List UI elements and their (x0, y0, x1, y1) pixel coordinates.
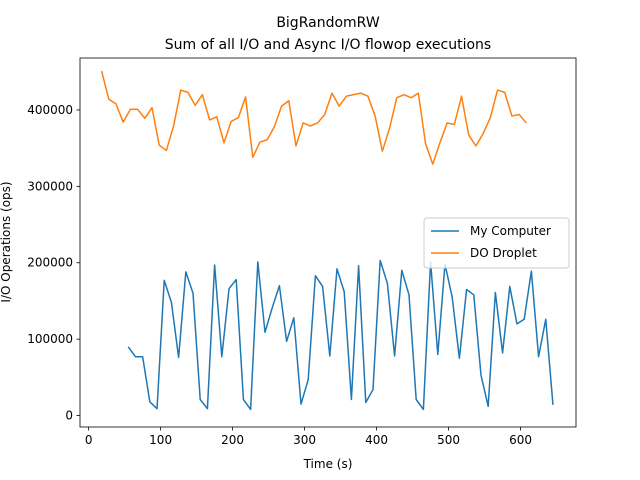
y-tick-label: 0 (65, 409, 73, 423)
y-axis-label: I/O Operations (ops) (0, 181, 13, 302)
legend-label-do-droplet: DO Droplet (470, 246, 537, 260)
chart-title: BigRandomRW (276, 15, 380, 31)
plot-frame (79, 57, 577, 428)
x-tick-label: 500 (437, 433, 460, 447)
series-layer (100, 70, 554, 411)
y-tick-label: 400000 (27, 103, 73, 117)
legend: My Computer DO Droplet (423, 217, 570, 269)
x-tick-label: 0 (85, 433, 93, 447)
x-tick-label: 100 (149, 433, 172, 447)
x-tick-label: 400 (365, 433, 388, 447)
legend-box (423, 217, 570, 269)
legend-label-my-computer: My Computer (470, 224, 551, 238)
y-tick-label: 300000 (27, 179, 73, 193)
y-tick-label: 200000 (27, 256, 73, 270)
y-tick-label: 100000 (27, 332, 73, 346)
x-tick-label: 300 (293, 433, 316, 447)
x-axis-label: Time (s) (303, 457, 353, 471)
series-line-my-computer (127, 259, 554, 411)
x-tick-label: 600 (509, 433, 532, 447)
tick-layer: 0 100 200 300 400 500 600 0 100000 200000 300000 40… (27, 103, 532, 447)
chart-subtitle: Sum of all I/O and Async I/O flowop exec… (165, 37, 491, 53)
x-tick-label: 200 (221, 433, 244, 447)
series-line-do-droplet (100, 70, 527, 165)
